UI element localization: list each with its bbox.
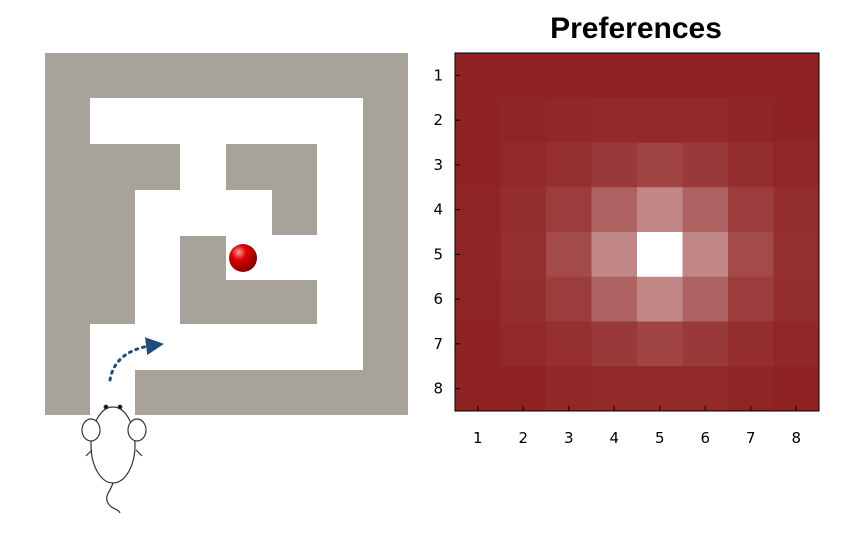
heatmap-cell-r1-c2 <box>500 53 547 99</box>
heatmap-cell-r7-c3 <box>546 321 592 367</box>
heatmap-cell-r1-c5 <box>637 53 683 99</box>
heatmap-cells <box>455 53 820 412</box>
heatmap-cell-r5-c5 <box>637 232 683 278</box>
heatmap-cell-r1-c6 <box>682 53 729 99</box>
heatmap-cell-r6-c8 <box>773 276 820 322</box>
heatmap-cell-r2-c6 <box>682 97 729 143</box>
x-tick-label: 5 <box>655 429 665 447</box>
heatmap-cell-r3-c5 <box>637 142 683 188</box>
heatmap-cell-r2-c3 <box>546 97 592 143</box>
heatmap-cell-r3-c1 <box>455 142 501 188</box>
heatmap-cell-r6-c7 <box>728 276 774 322</box>
heatmap-cell-r5-c3 <box>546 232 592 278</box>
x-tick-label: 7 <box>746 429 756 447</box>
heatmap-cell-r8-c7 <box>728 366 774 412</box>
heatmap-cell-r3-c7 <box>728 142 774 188</box>
heatmap-cell-r8-c3 <box>546 366 592 412</box>
chart-title: Preferences <box>550 12 722 45</box>
heatmap-cell-r4-c7 <box>728 187 774 233</box>
y-tick-label: 8 <box>433 380 443 398</box>
axis-ticks: 1 2 3 4 5 6 7 8 1 2 3 4 5 6 7 8 <box>433 66 801 447</box>
heatmap-cell-r3-c3 <box>546 142 592 188</box>
maze-panel <box>0 0 430 531</box>
heatmap-cell-r8-c8 <box>773 366 820 412</box>
heatmap-cell-r2-c8 <box>773 97 820 143</box>
plot-frame <box>454 52 820 412</box>
heatmap-cell-r1-c3 <box>546 53 592 99</box>
heatmap-cell-r7-c7 <box>728 321 774 367</box>
heatmap-cell-r3-c4 <box>591 142 638 188</box>
heatmap-cell-r5-c8 <box>773 232 820 278</box>
heatmap-cell-r6-c4 <box>591 276 638 322</box>
heatmap-cell-r5-c7 <box>728 232 774 278</box>
heatmap-cell-r1-c8 <box>773 53 820 99</box>
y-tick-label: 4 <box>433 201 443 219</box>
heatmap-cell-r8-c6 <box>682 366 729 412</box>
heatmap-cell-r8-c5 <box>637 366 683 412</box>
x-tick-label: 3 <box>564 429 574 447</box>
heatmap-cell-r5-c4 <box>591 232 638 278</box>
heatmap-cell-r7-c2 <box>500 321 547 367</box>
heatmap-cell-r4-c6 <box>682 187 729 233</box>
x-tick-label: 4 <box>609 429 619 447</box>
heatmap-cell-r6-c2 <box>500 276 547 322</box>
heatmap-cell-r1-c7 <box>728 53 774 99</box>
heatmap-cell-r1-c4 <box>591 53 638 99</box>
heatmap-cell-r8-c4 <box>591 366 638 412</box>
heatmap-cell-r6-c6 <box>682 276 729 322</box>
maze-illustration <box>45 53 408 514</box>
y-tick-label: 1 <box>433 66 443 84</box>
heatmap-cell-r6-c3 <box>546 276 592 322</box>
heatmap-cell-r7-c4 <box>591 321 638 367</box>
heatmap-cell-r5-c6 <box>682 232 729 278</box>
heatmap-cell-r7-c1 <box>455 321 501 367</box>
heatmap-cell-r8-c2 <box>500 366 547 412</box>
goal-ball <box>229 244 257 272</box>
x-tick-label: 2 <box>518 429 528 447</box>
heatmap-cell-r8-c1 <box>455 366 501 412</box>
heatmap-cell-r1-c1 <box>455 53 501 99</box>
heatmap-cell-r3-c2 <box>500 142 547 188</box>
x-tick-label: 8 <box>791 429 801 447</box>
y-tick-label: 5 <box>433 245 443 263</box>
heatmap-cell-r4-c8 <box>773 187 820 233</box>
x-tick-label: 6 <box>700 429 710 447</box>
move-arrow <box>108 337 164 382</box>
x-tick-label: 1 <box>473 429 483 447</box>
heatmap-cell-r7-c8 <box>773 321 820 367</box>
heatmap-cell-r7-c6 <box>682 321 729 367</box>
heatmap-cell-r6-c5 <box>637 276 683 322</box>
heatmap-cell-r4-c1 <box>455 187 501 233</box>
heatmap-cell-r5-c2 <box>500 232 547 278</box>
heatmap-cell-r2-c2 <box>500 97 547 143</box>
y-tick-label: 2 <box>433 111 443 129</box>
y-tick-label: 7 <box>433 335 443 353</box>
y-tick-label: 3 <box>433 156 443 174</box>
mouse-icon <box>81 404 147 514</box>
heatmap-cell-r2-c5 <box>637 97 683 143</box>
heatmap-cell-r4-c3 <box>546 187 592 233</box>
heatmap-cell-r2-c4 <box>591 97 638 143</box>
heatmap-cell-r4-c5 <box>637 187 683 233</box>
heatmap-cell-r3-c6 <box>682 142 729 188</box>
heatmap-cell-r6-c1 <box>455 276 501 322</box>
heatmap-cell-r2-c7 <box>728 97 774 143</box>
heatmap-cell-r4-c2 <box>500 187 547 233</box>
heatmap-cell-r4-c4 <box>591 187 638 233</box>
heatmap-cell-r7-c5 <box>637 321 683 367</box>
heatmap-cell-r5-c1 <box>455 232 501 278</box>
heatmap-cell-r2-c1 <box>455 97 501 143</box>
y-tick-label: 6 <box>433 290 443 308</box>
heatmap-cell-r3-c8 <box>773 142 820 188</box>
